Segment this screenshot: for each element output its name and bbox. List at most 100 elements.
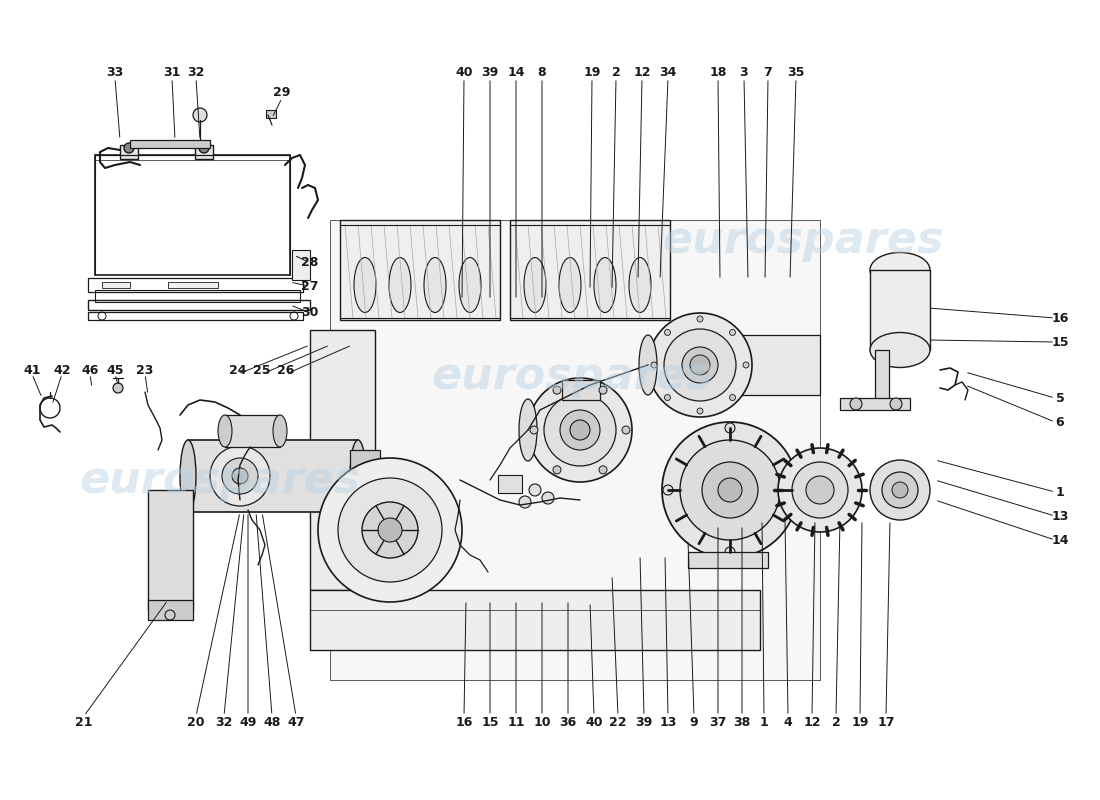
Bar [310, 590, 760, 650]
Bar [226, 415, 280, 447]
Text: 11: 11 [507, 715, 525, 729]
Bar [350, 450, 380, 505]
Text: 10: 10 [534, 715, 551, 729]
Circle shape [113, 383, 123, 393]
Text: 18: 18 [710, 66, 727, 78]
Bar [95, 155, 290, 275]
Circle shape [664, 394, 671, 401]
Text: 21: 21 [75, 715, 92, 729]
Circle shape [664, 330, 671, 335]
Text: 47: 47 [287, 715, 305, 729]
Text: 23: 23 [136, 363, 154, 377]
Bar [680, 335, 820, 395]
Circle shape [786, 485, 798, 495]
Circle shape [651, 362, 657, 368]
Bar [498, 475, 522, 493]
Circle shape [702, 462, 758, 518]
Circle shape [729, 394, 736, 401]
Circle shape [600, 466, 607, 474]
Text: 12: 12 [803, 715, 821, 729]
Ellipse shape [273, 415, 287, 447]
Circle shape [378, 518, 402, 542]
Circle shape [192, 108, 207, 122]
Bar [130, 140, 210, 148]
Text: 14: 14 [507, 66, 525, 78]
Text: 1: 1 [1056, 486, 1065, 498]
Ellipse shape [389, 258, 411, 313]
Text: 14: 14 [1052, 534, 1069, 546]
Text: 36: 36 [560, 715, 576, 729]
Circle shape [570, 420, 590, 440]
Text: 24: 24 [229, 363, 246, 377]
Text: 13: 13 [1052, 510, 1069, 522]
Circle shape [338, 478, 442, 582]
Circle shape [806, 476, 834, 504]
Text: 46: 46 [81, 363, 99, 377]
Circle shape [621, 426, 630, 434]
Bar [95, 290, 300, 302]
Text: 37: 37 [710, 715, 727, 729]
Circle shape [697, 408, 703, 414]
Text: 16: 16 [455, 715, 473, 729]
Circle shape [850, 398, 862, 410]
Circle shape [544, 394, 616, 466]
Circle shape [124, 143, 134, 153]
Text: eurospares: eurospares [79, 458, 361, 502]
Circle shape [890, 398, 902, 410]
Text: 4: 4 [783, 715, 792, 729]
Bar [88, 312, 302, 320]
Circle shape [648, 313, 752, 417]
Circle shape [318, 458, 462, 602]
Text: eurospares: eurospares [662, 218, 944, 262]
Text: 48: 48 [263, 715, 280, 729]
Bar [874, 350, 889, 400]
Text: 16: 16 [1052, 311, 1069, 325]
Bar [195, 145, 213, 159]
Circle shape [680, 440, 780, 540]
Text: 33: 33 [107, 66, 123, 78]
Text: 34: 34 [659, 66, 676, 78]
Text: 38: 38 [734, 715, 750, 729]
Ellipse shape [524, 258, 546, 313]
Ellipse shape [870, 333, 930, 367]
Bar [266, 110, 276, 118]
Ellipse shape [870, 253, 930, 287]
Bar [310, 330, 375, 590]
Circle shape [729, 330, 736, 335]
Text: 8: 8 [538, 66, 547, 78]
Bar [148, 490, 192, 610]
Text: 6: 6 [1056, 415, 1065, 429]
Circle shape [690, 355, 710, 375]
Ellipse shape [639, 335, 657, 395]
Circle shape [742, 362, 749, 368]
Text: 2: 2 [832, 715, 840, 729]
Circle shape [222, 458, 258, 494]
Ellipse shape [180, 440, 196, 512]
Bar [188, 440, 358, 512]
Circle shape [530, 426, 538, 434]
Circle shape [792, 462, 848, 518]
Circle shape [662, 422, 798, 558]
Text: 5: 5 [1056, 391, 1065, 405]
Bar [688, 552, 768, 568]
Text: 31: 31 [163, 66, 180, 78]
Text: 30: 30 [301, 306, 319, 318]
Ellipse shape [218, 415, 232, 447]
Circle shape [600, 386, 607, 394]
Bar [148, 600, 192, 620]
Circle shape [199, 143, 209, 153]
Circle shape [210, 446, 270, 506]
Text: 41: 41 [23, 363, 41, 377]
Text: 17: 17 [878, 715, 894, 729]
Circle shape [697, 316, 703, 322]
Text: 39: 39 [636, 715, 652, 729]
Bar [88, 278, 302, 292]
Text: 13: 13 [659, 715, 676, 729]
Circle shape [882, 472, 918, 508]
Text: 1: 1 [760, 715, 769, 729]
Text: 20: 20 [187, 715, 205, 729]
Ellipse shape [559, 258, 581, 313]
Ellipse shape [459, 258, 481, 313]
Circle shape [528, 378, 632, 482]
Circle shape [362, 502, 418, 558]
